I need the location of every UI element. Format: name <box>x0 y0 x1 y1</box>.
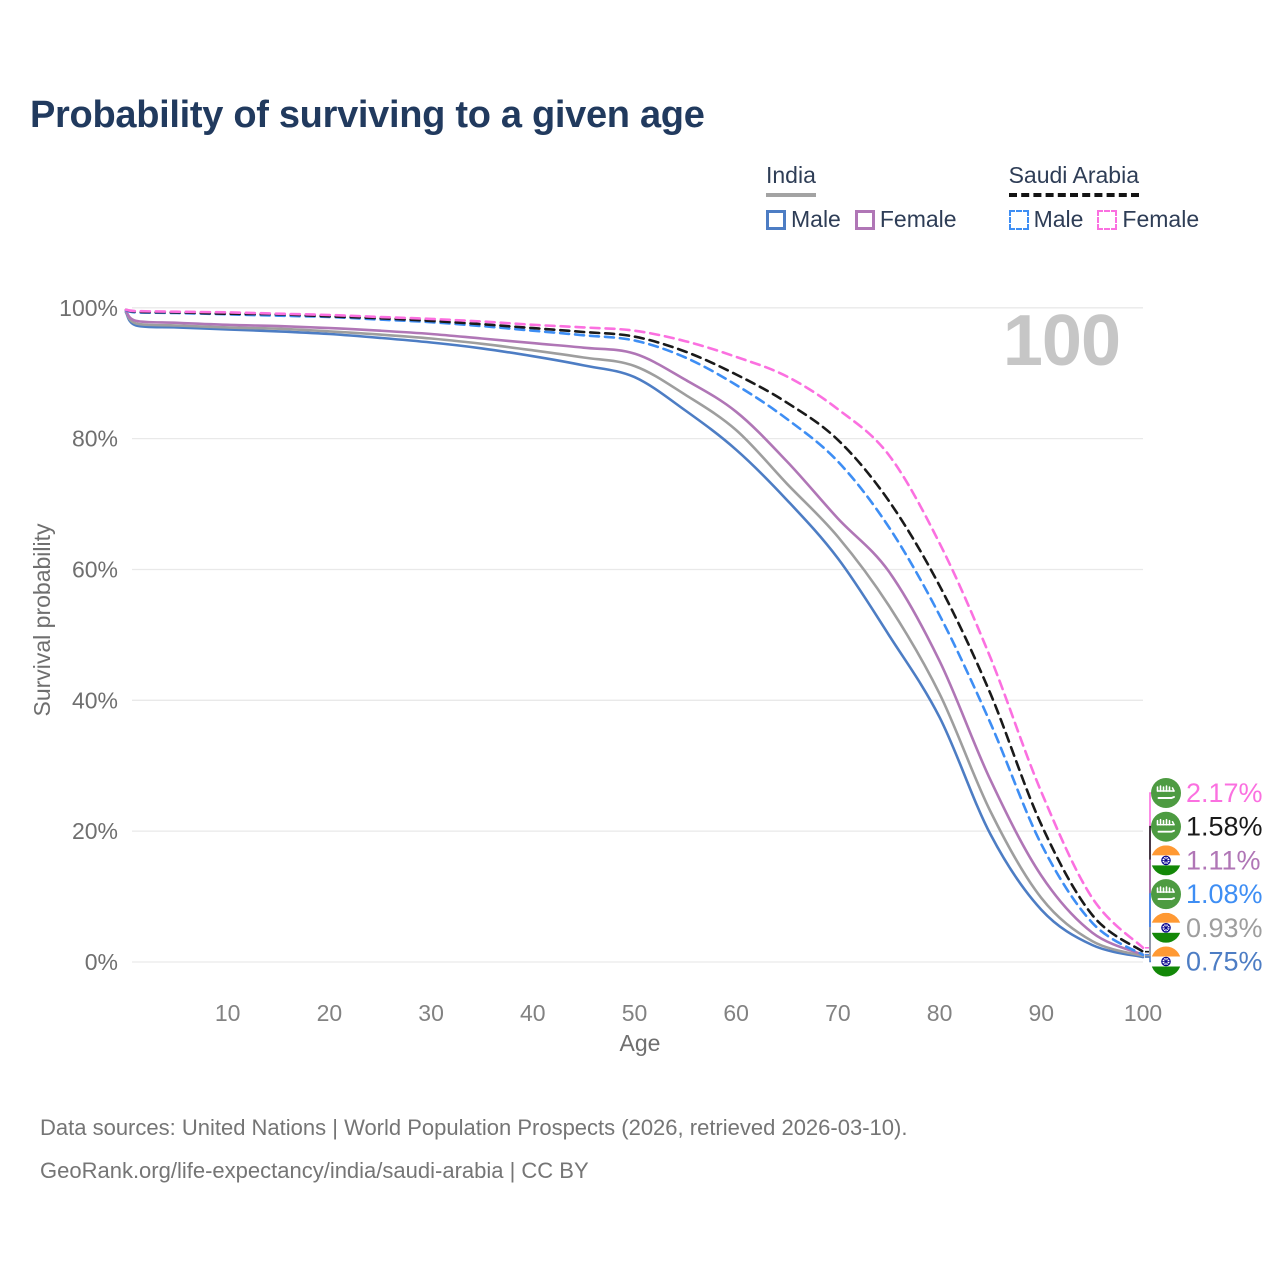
x-tick-label: 70 <box>825 1000 851 1026</box>
india-flag-icon <box>1151 845 1181 876</box>
end-value-label-india-male: 0.75% <box>1186 947 1263 977</box>
legend-swatch-india-female <box>854 209 875 230</box>
legend-group-india: India Male Female <box>766 162 957 233</box>
x-tick-label: 50 <box>622 1000 648 1026</box>
y-tick-label: 60% <box>72 556 118 582</box>
legend-swatch-saudi-female <box>1097 209 1118 230</box>
y-tick-label: 20% <box>72 818 118 844</box>
x-tick-label: 80 <box>927 1000 953 1026</box>
legend-swatch-india-male <box>766 209 786 230</box>
legend-label-india-male: Male <box>791 206 841 232</box>
hovered-age-indicator: 100 <box>1002 301 1121 381</box>
footer-url-license: GeoRank.org/life-expectancy/india/saudi-… <box>40 1158 589 1183</box>
legend-country-saudi-arabia[interactable]: Saudi Arabia <box>1008 162 1139 197</box>
curve-india-both[interactable] <box>124 310 1145 958</box>
legend-label-saudi-male: Male <box>1033 206 1084 232</box>
saudi-arabia-flag-icon <box>1151 778 1181 808</box>
x-tick-label: 20 <box>317 1000 343 1026</box>
chart-legend: India Male Female Saudi Arabia Male <box>766 162 1199 233</box>
y-tick-label: 80% <box>72 426 118 452</box>
saudi-arabia-flag-icon <box>1151 811 1181 842</box>
y-tick-label: 100% <box>59 295 118 321</box>
x-axis-label: Age <box>620 1030 661 1056</box>
legend-country-india[interactable]: India <box>766 162 816 197</box>
india-flag-icon <box>1151 946 1181 977</box>
footer-data-sources: Data sources: United Nations | World Pop… <box>40 1115 908 1140</box>
chart-footer: Data sources: United Nations | World Pop… <box>40 1106 907 1192</box>
legend-item-saudi-male[interactable]: Male <box>1008 206 1084 233</box>
curve-saudi-both[interactable] <box>124 308 1145 953</box>
x-tick-label: 40 <box>520 1000 546 1026</box>
curve-saudi-male[interactable] <box>124 309 1145 957</box>
curve-india-male[interactable] <box>124 311 1145 959</box>
chart-title: Probability of surviving to a given age <box>30 94 705 136</box>
end-value-label-india-both: 0.93% <box>1186 913 1263 943</box>
end-value-label-saudi-female: 2.17% <box>1186 778 1263 808</box>
legend-item-india-female[interactable]: Female <box>854 206 957 233</box>
y-tick-label: 40% <box>72 687 118 713</box>
saudi-arabia-flag-icon <box>1151 879 1181 910</box>
x-tick-label: 60 <box>723 1000 749 1026</box>
curve-saudi-female[interactable] <box>124 308 1145 950</box>
curve-india-female[interactable] <box>124 309 1145 956</box>
legend-item-saudi-female[interactable]: Female <box>1097 206 1199 233</box>
end-value-label-saudi-male: 1.08% <box>1186 879 1263 909</box>
legend-item-india-male[interactable]: Male <box>766 206 841 233</box>
legend-swatch-saudi-male <box>1008 209 1029 230</box>
x-tick-label: 10 <box>215 1000 241 1026</box>
y-axis-label: Survival probability <box>29 523 55 717</box>
y-tick-label: 0% <box>85 949 118 975</box>
x-tick-label: 30 <box>418 1000 444 1026</box>
india-flag-icon <box>1151 912 1181 943</box>
legend-label-india-female: Female <box>879 206 957 232</box>
x-tick-label: 100 <box>1124 1000 1162 1026</box>
legend-label-saudi-female: Female <box>1122 206 1200 232</box>
end-value-label-saudi-both: 1.58% <box>1186 812 1263 842</box>
end-value-label-india-female: 1.11% <box>1186 845 1261 875</box>
legend-group-saudi-arabia: Saudi Arabia Male Female <box>1008 162 1199 233</box>
x-tick-label: 90 <box>1029 1000 1055 1026</box>
